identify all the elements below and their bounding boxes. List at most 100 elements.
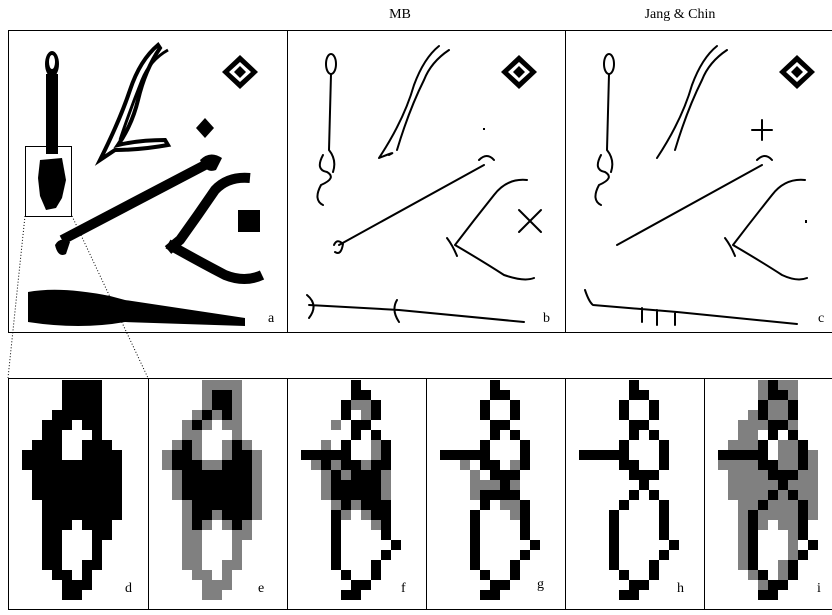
pixel: [222, 490, 232, 500]
pixel: [718, 460, 728, 470]
pixel: [62, 510, 72, 520]
pixel: [788, 420, 798, 430]
pixel: [639, 470, 649, 480]
pixel: [202, 590, 212, 600]
pixel: [500, 390, 510, 400]
pixel: [500, 470, 510, 480]
pixel: [82, 560, 92, 570]
pixel: [738, 540, 748, 550]
pixel: [788, 440, 798, 450]
pixel: [758, 400, 768, 410]
pixel: [768, 430, 778, 440]
pixel: [232, 390, 242, 400]
pixel-image: [579, 380, 679, 600]
pixel: [112, 480, 122, 490]
pixel: [72, 580, 82, 590]
pixel: [232, 520, 242, 530]
pixel: [728, 440, 738, 450]
panel-label: i: [817, 581, 821, 596]
pixel: [500, 580, 510, 590]
pixel: [52, 550, 62, 560]
pixel: [361, 390, 371, 400]
pixel: [748, 460, 758, 470]
pixel: [500, 500, 510, 510]
pixel: [371, 480, 381, 490]
pixel: [212, 390, 222, 400]
pixel: [102, 510, 112, 520]
pixel: [172, 460, 182, 470]
pixel: [768, 500, 778, 510]
pixel: [381, 450, 391, 460]
pixel: [202, 420, 212, 430]
pixel: [371, 450, 381, 460]
pixel: [619, 410, 629, 420]
pixel: [232, 540, 242, 550]
pixel: [92, 390, 102, 400]
pixel: [222, 520, 232, 530]
pixel: [112, 450, 122, 460]
pixel-image: [162, 380, 262, 600]
pixel: [619, 590, 629, 600]
pixel: [42, 540, 52, 550]
pixel: [52, 490, 62, 500]
pixel: [72, 400, 82, 410]
pixel: [788, 550, 798, 560]
pixel: [371, 520, 381, 530]
pixel: [252, 490, 262, 500]
pixel: [659, 500, 669, 510]
pixel: [808, 490, 818, 500]
pixel: [748, 430, 758, 440]
pixel: [381, 500, 391, 510]
pixel: [738, 430, 748, 440]
pixel: [470, 480, 480, 490]
pixel: [510, 460, 520, 470]
pixel: [520, 550, 530, 560]
pixel: [232, 440, 242, 450]
pixel: [788, 450, 798, 460]
pixel: [758, 520, 768, 530]
pixel: [62, 520, 72, 530]
pixel: [778, 420, 788, 430]
pixel: [391, 540, 401, 550]
pixel: [102, 490, 112, 500]
column-header: Jang & Chin: [645, 7, 716, 22]
pixel: [192, 450, 202, 460]
pixel: [341, 440, 351, 450]
pixel: [331, 490, 341, 500]
pixel: [72, 380, 82, 390]
pixel: [232, 530, 242, 540]
pixel: [232, 380, 242, 390]
pixel: [82, 570, 92, 580]
pixel: [42, 560, 52, 570]
pixel: [182, 460, 192, 470]
pixel: [232, 480, 242, 490]
pixel: [738, 420, 748, 430]
pixel: [808, 480, 818, 490]
pixel: [371, 570, 381, 580]
pixel: [331, 500, 341, 510]
pixel: [42, 450, 52, 460]
pixel: [72, 470, 82, 480]
pixel: [778, 470, 788, 480]
pixel: [778, 380, 788, 390]
pixel: [649, 470, 659, 480]
pixel: [450, 450, 460, 460]
pixel: [609, 560, 619, 570]
pixel: [341, 470, 351, 480]
pixel: [778, 440, 788, 450]
pixel: [470, 520, 480, 530]
pixel: [788, 490, 798, 500]
pixel: [351, 430, 361, 440]
pixel: [62, 470, 72, 480]
pixel: [202, 520, 212, 530]
pixel: [232, 420, 242, 430]
pixel: [242, 510, 252, 520]
pixel: [808, 500, 818, 510]
pixel: [92, 450, 102, 460]
pixel: [470, 450, 480, 460]
pixel: [341, 480, 351, 490]
pixel: [351, 490, 361, 500]
pixel: [748, 480, 758, 490]
pixel: [192, 500, 202, 510]
pixel: [778, 570, 788, 580]
